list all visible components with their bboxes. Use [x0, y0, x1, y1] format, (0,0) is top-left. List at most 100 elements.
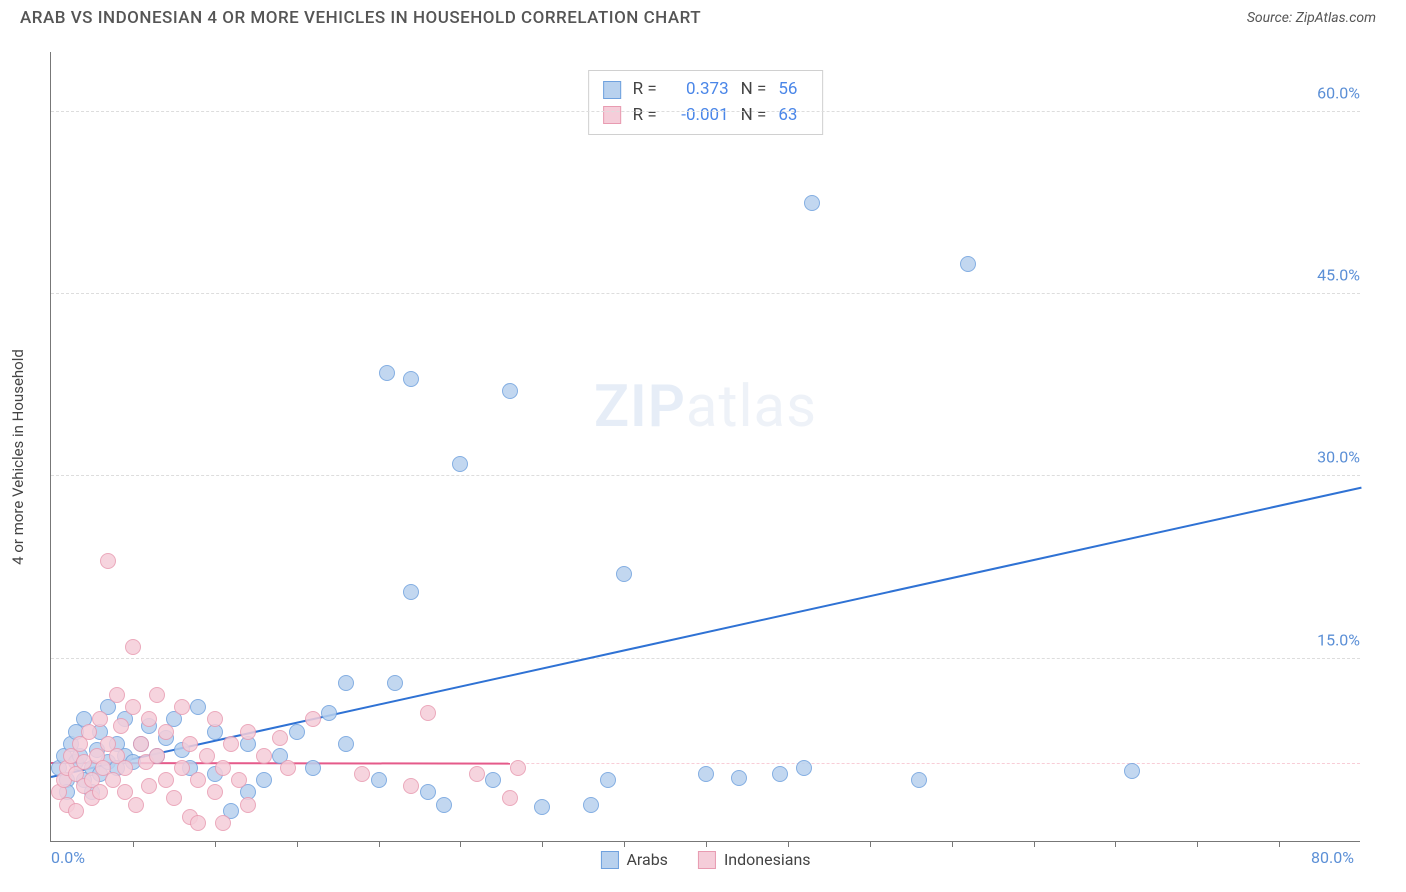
data-point	[436, 797, 452, 813]
data-point	[772, 766, 788, 782]
data-point	[141, 711, 157, 727]
data-point	[92, 711, 108, 727]
data-point	[796, 760, 812, 776]
y-tick-label: 60.0%	[1313, 83, 1364, 102]
data-point	[485, 772, 501, 788]
data-point	[158, 772, 174, 788]
data-point	[502, 383, 518, 399]
data-point	[141, 778, 157, 794]
n-label: N =	[741, 77, 767, 103]
data-point	[174, 760, 190, 776]
data-point	[371, 772, 387, 788]
data-point	[231, 772, 247, 788]
data-point	[338, 675, 354, 691]
x-tick-label: 0.0%	[51, 848, 85, 867]
legend-label: Arabs	[626, 850, 668, 869]
chart-source: Source: ZipAtlas.com	[1247, 10, 1376, 26]
watermark-bold: ZIP	[594, 373, 686, 441]
data-point	[804, 195, 820, 211]
x-tick-label: 80.0%	[1311, 848, 1354, 867]
data-point	[403, 371, 419, 387]
n-value: 63	[778, 103, 808, 129]
data-point	[452, 456, 468, 472]
x-tick-mark	[1197, 841, 1198, 847]
data-point	[583, 797, 599, 813]
data-point	[731, 770, 747, 786]
data-point	[190, 815, 206, 831]
x-tick-mark	[460, 841, 461, 847]
data-point	[81, 724, 97, 740]
data-point	[1124, 763, 1140, 779]
data-point	[190, 772, 206, 788]
swatch-icon	[600, 851, 618, 869]
data-point	[616, 566, 632, 582]
series-legend: Arabs Indonesians	[600, 850, 810, 869]
y-tick-label: 30.0%	[1313, 448, 1364, 467]
n-label: N =	[741, 103, 767, 129]
data-point	[125, 699, 141, 715]
data-point	[190, 699, 206, 715]
data-point	[128, 797, 144, 813]
data-point	[174, 699, 190, 715]
data-point	[600, 772, 616, 788]
swatch-icon	[698, 851, 716, 869]
watermark-light: atlas	[686, 373, 817, 441]
x-tick-mark	[379, 841, 380, 847]
x-tick-mark	[297, 841, 298, 847]
r-value: 0.373	[669, 77, 729, 103]
x-tick-mark	[215, 841, 216, 847]
x-tick-mark	[870, 841, 871, 847]
data-point	[960, 256, 976, 272]
data-point	[698, 766, 714, 782]
data-point	[182, 736, 198, 752]
data-point	[534, 799, 550, 815]
data-point	[354, 766, 370, 782]
data-point	[166, 790, 182, 806]
x-tick-mark	[1115, 841, 1116, 847]
gridline	[51, 658, 1360, 659]
gridline	[51, 111, 1360, 112]
data-point	[379, 365, 395, 381]
swatch-icon	[603, 106, 621, 124]
plot-area: ZIPatlas R = 0.373 N = 56 R = -0.001 N =…	[50, 52, 1360, 842]
chart-container: 4 or more Vehicles in Household ZIPatlas…	[0, 32, 1406, 882]
data-point	[272, 730, 288, 746]
data-point	[502, 790, 518, 806]
data-point	[117, 760, 133, 776]
legend-item: Indonesians	[698, 850, 811, 869]
data-point	[289, 724, 305, 740]
data-point	[338, 736, 354, 752]
data-point	[207, 711, 223, 727]
data-point	[223, 736, 239, 752]
r-label: R =	[633, 103, 657, 129]
watermark: ZIPatlas	[594, 373, 817, 441]
data-point	[256, 772, 272, 788]
data-point	[199, 748, 215, 764]
y-axis-title: 4 or more Vehicles in Household	[9, 349, 27, 565]
data-point	[240, 797, 256, 813]
data-point	[911, 772, 927, 788]
x-tick-mark	[1279, 841, 1280, 847]
data-point	[387, 675, 403, 691]
stat-legend: R = 0.373 N = 56 R = -0.001 N = 63	[588, 70, 824, 135]
data-point	[149, 687, 165, 703]
data-point	[403, 584, 419, 600]
data-point	[109, 687, 125, 703]
data-point	[215, 760, 231, 776]
x-tick-mark	[542, 841, 543, 847]
x-tick-mark	[133, 841, 134, 847]
data-point	[68, 803, 84, 819]
data-point	[215, 815, 231, 831]
data-point	[305, 711, 321, 727]
data-point	[240, 724, 256, 740]
data-point	[100, 553, 116, 569]
swatch-icon	[603, 81, 621, 99]
x-tick-mark	[788, 841, 789, 847]
n-value: 56	[778, 77, 808, 103]
x-tick-mark	[624, 841, 625, 847]
data-point	[207, 784, 223, 800]
data-point	[510, 760, 526, 776]
data-point	[420, 784, 436, 800]
data-point	[321, 705, 337, 721]
r-label: R =	[633, 77, 657, 103]
